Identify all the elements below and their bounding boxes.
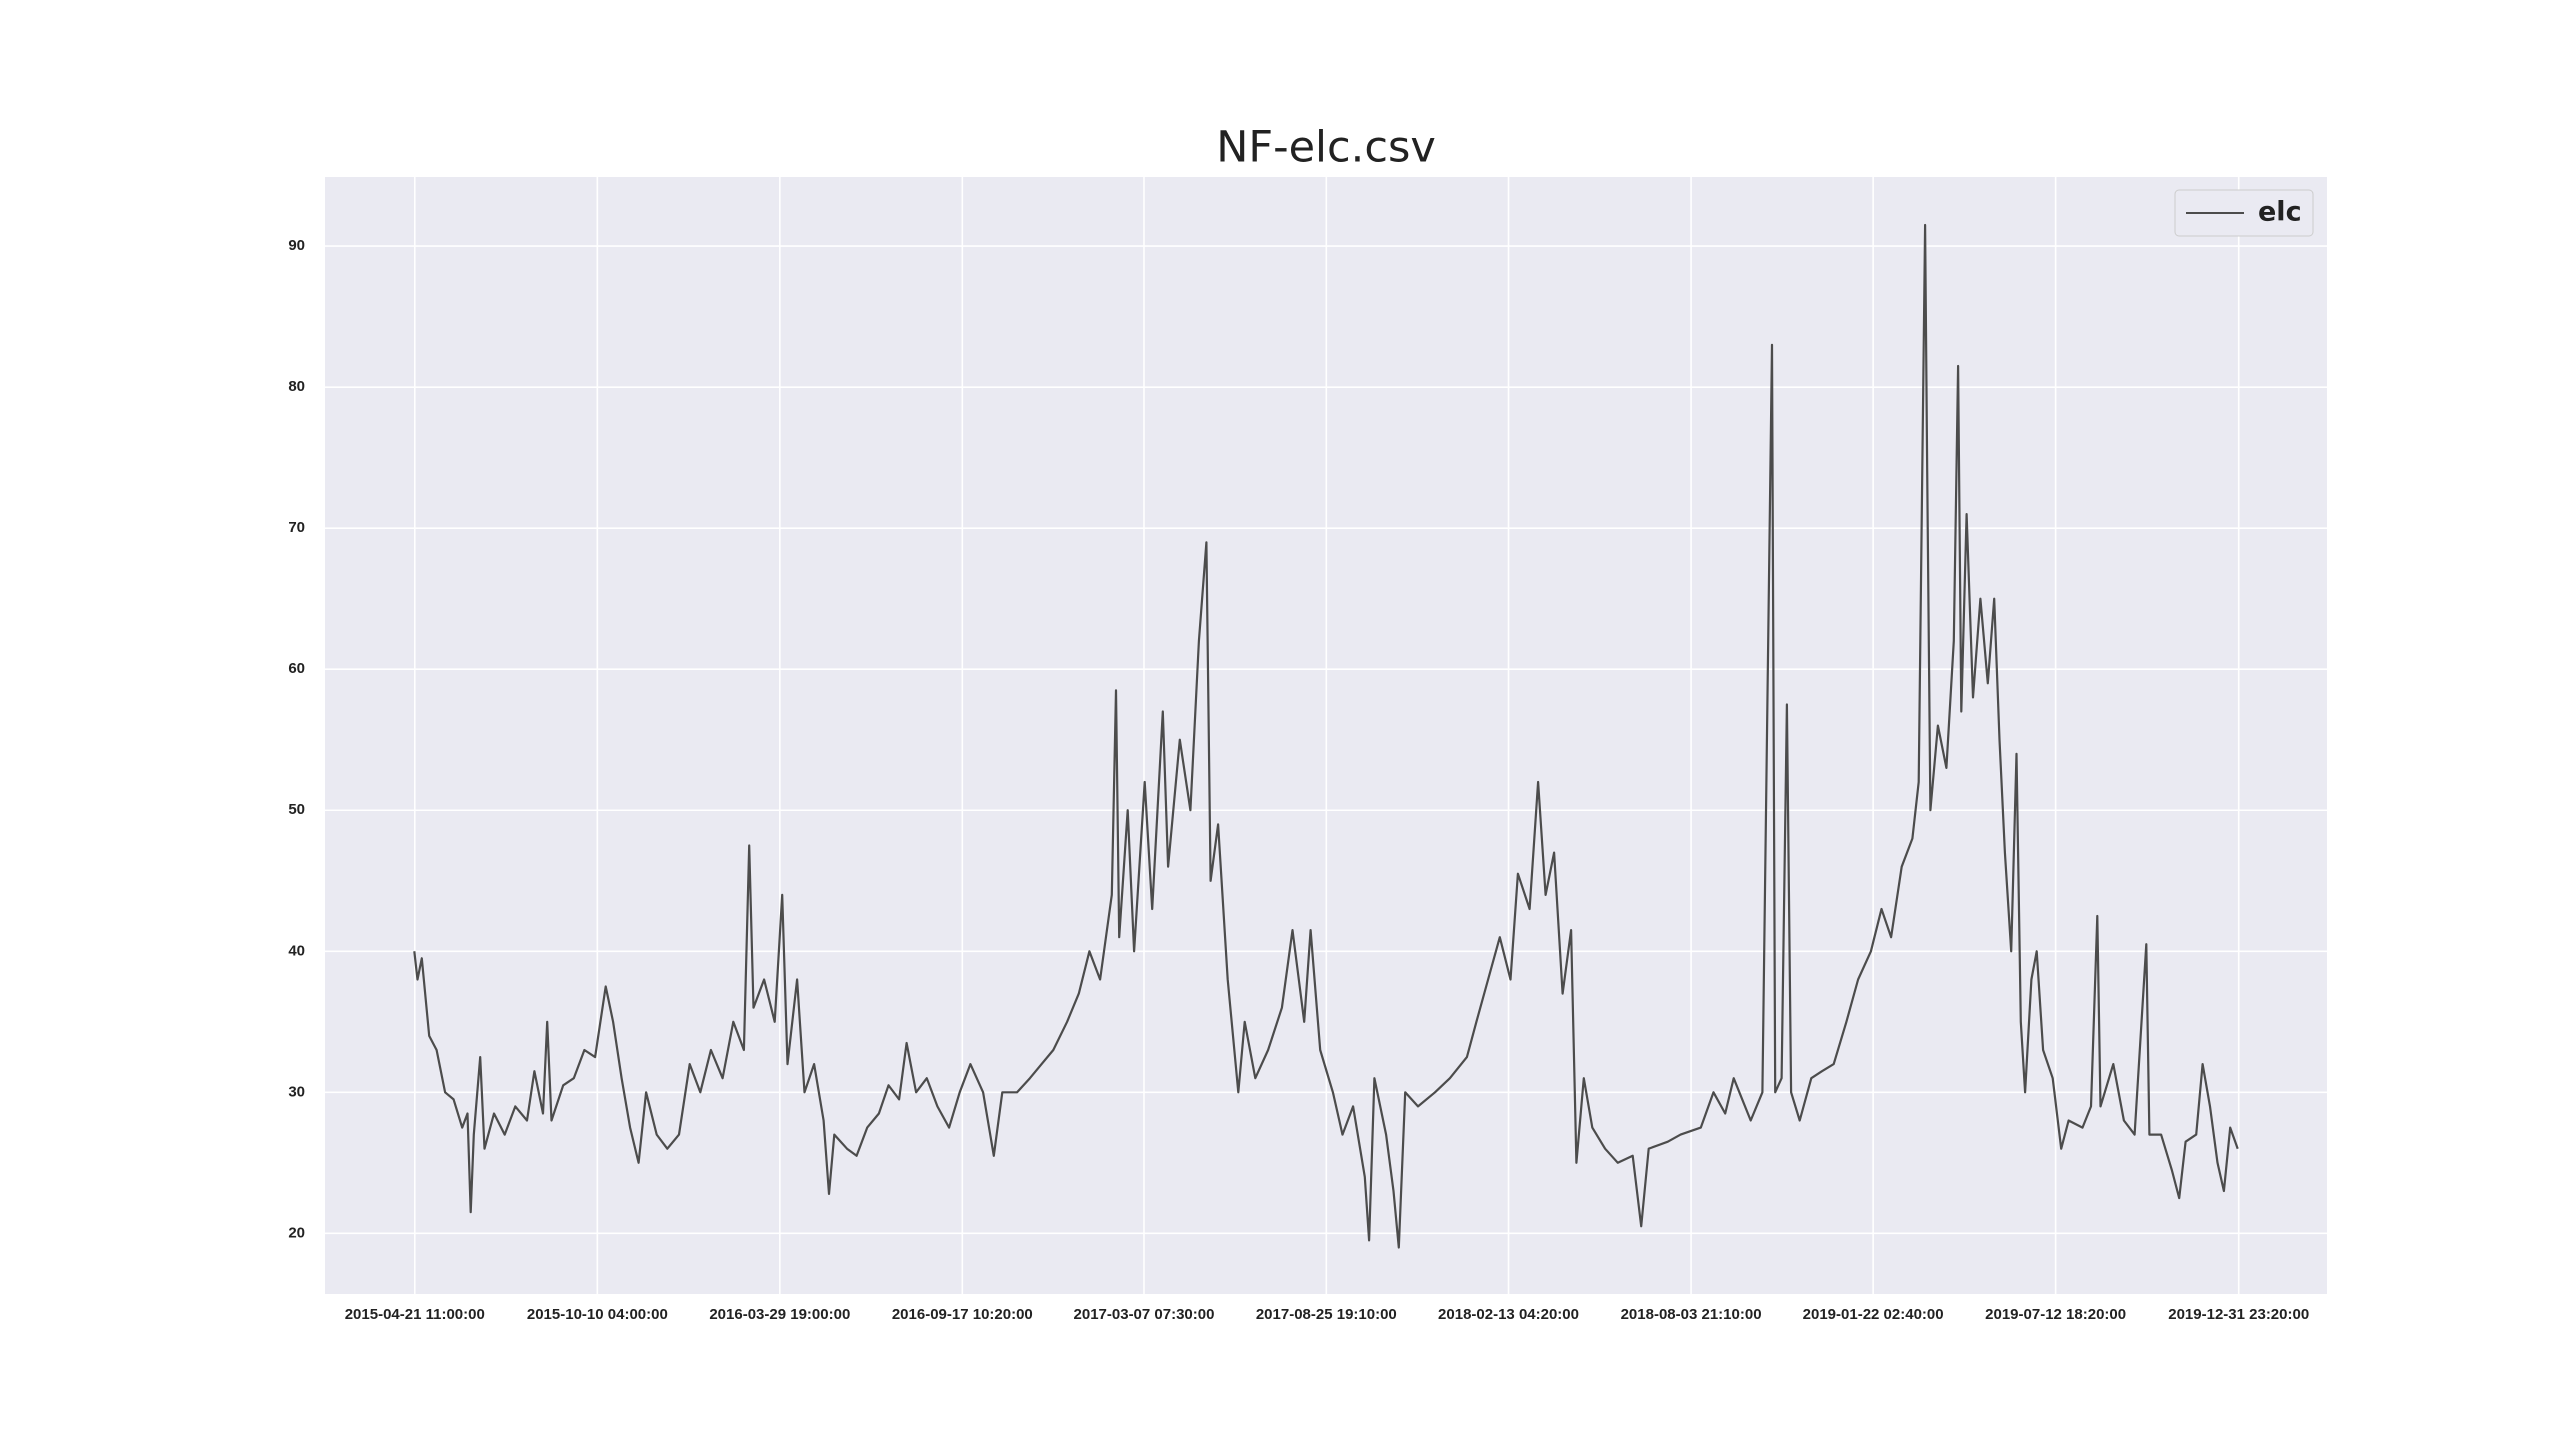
y-tick-label: 70	[288, 519, 305, 536]
lines	[413, 223, 2239, 1249]
grid	[325, 177, 2327, 1294]
y-tick-label: 60	[288, 660, 305, 677]
x-tick-label: 2017-08-25 19:10:00	[1256, 1306, 1397, 1323]
x-tick-label: 2015-10-10 04:00:00	[527, 1306, 668, 1323]
y-tick-label: 40	[288, 942, 305, 959]
y-tick-label: 80	[288, 378, 305, 395]
x-tick-label: 2016-09-17 10:20:00	[892, 1306, 1033, 1323]
x-tick-label: 2015-04-21 11:00:00	[345, 1306, 485, 1323]
chart-title: NF-elc.csv	[1216, 123, 1436, 173]
x-tick-label: 2019-07-12 18:20:00	[1985, 1306, 2126, 1323]
legend: elc	[2174, 189, 2314, 237]
y-tick-label: 90	[288, 237, 305, 254]
x-tick-label: 2016-03-29 19:00:00	[709, 1306, 850, 1323]
y-tick-label: 30	[288, 1083, 305, 1100]
x-tick-label: 2017-03-07 07:30:00	[1074, 1306, 1215, 1323]
y-tick-label: 20	[288, 1224, 305, 1241]
legend-label: elc	[2258, 197, 2302, 228]
y-tick-label: 50	[288, 801, 305, 818]
x-tick-label: 2019-01-22 02:40:00	[1803, 1306, 1944, 1323]
x-tick-label: 2019-12-31 23:20:00	[2168, 1306, 2309, 1323]
x-tick-label: 2018-02-13 04:20:00	[1438, 1306, 1579, 1323]
data-line	[413, 223, 2239, 1249]
x-tick-label: 2018-08-03 21:10:00	[1621, 1306, 1762, 1323]
